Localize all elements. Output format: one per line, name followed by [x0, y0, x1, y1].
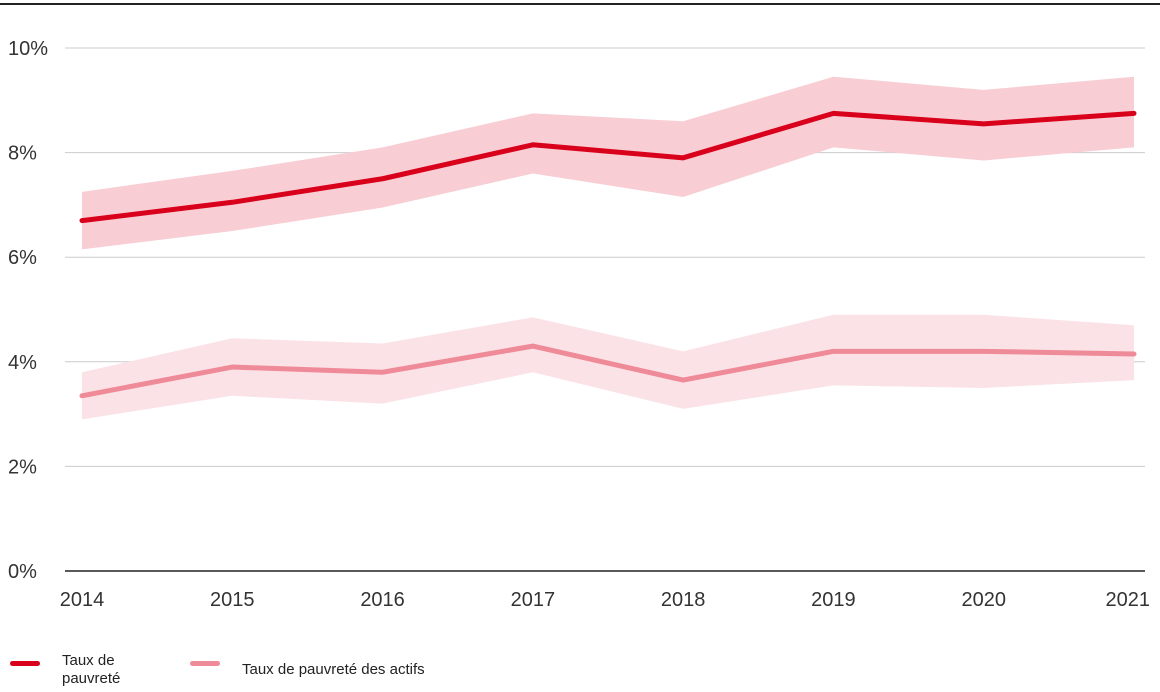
- confidence-band-working-poverty-rate: [82, 314, 1134, 420]
- series-line-working-poverty-rate: [79, 343, 1137, 399]
- x-tick-label: 2014: [60, 589, 105, 611]
- data-point: [230, 200, 235, 205]
- y-tick-labels: 0% 2% 4% 6% 8% 10%: [8, 38, 48, 583]
- y-tick-label: 6%: [8, 247, 37, 269]
- y-tick-label: 4%: [8, 352, 37, 374]
- x-tick-label: 2021: [1106, 589, 1151, 611]
- data-point: [981, 121, 986, 127]
- confidence-band-poverty-rate: [82, 76, 1134, 250]
- y-tick-label: 0%: [8, 561, 37, 583]
- data-point: [530, 343, 536, 349]
- data-point: [680, 155, 686, 161]
- x-tick-labels: 2014 2015 2016 2017 2018 2019 2020 2021: [60, 589, 1150, 611]
- x-tick-label: 2019: [811, 589, 856, 611]
- legend-item-working-poverty-rate: Taux de pauvreté des actifs: [190, 652, 425, 679]
- data-point: [1131, 111, 1137, 116]
- data-point: [79, 218, 85, 223]
- legend-swatch-working-poverty-rate: [190, 661, 220, 666]
- data-point: [1131, 351, 1137, 357]
- data-point: [831, 349, 836, 354]
- series-line-poverty-rate: [79, 110, 1137, 224]
- y-tick-label: 10%: [8, 38, 48, 60]
- data-point: [380, 370, 385, 375]
- data-point: [79, 393, 85, 398]
- legend-swatch-poverty-rate: [10, 661, 40, 666]
- x-tick-label: 2018: [661, 589, 706, 611]
- x-tick-label: 2016: [360, 589, 405, 611]
- data-point: [831, 111, 836, 116]
- series-lines: [79, 110, 1137, 399]
- x-tick-label: 2015: [210, 589, 255, 611]
- data-point: [230, 364, 235, 370]
- x-tick-label: 2020: [961, 589, 1006, 611]
- data-point: [530, 142, 536, 147]
- data-point: [981, 349, 986, 354]
- legend-item-poverty-rate: Taux de pauvreté: [10, 652, 152, 688]
- data-point: [680, 377, 686, 383]
- confidence-bands: [82, 76, 1134, 420]
- legend-label-poverty-rate: Taux de pauvreté: [62, 652, 121, 687]
- legend-label-working-poverty-rate: Taux de pauvreté des actifs: [242, 661, 425, 678]
- y-tick-label: 8%: [8, 143, 37, 165]
- y-tick-label: 2%: [8, 456, 37, 478]
- x-tick-label: 2017: [511, 589, 556, 611]
- data-point: [380, 176, 385, 181]
